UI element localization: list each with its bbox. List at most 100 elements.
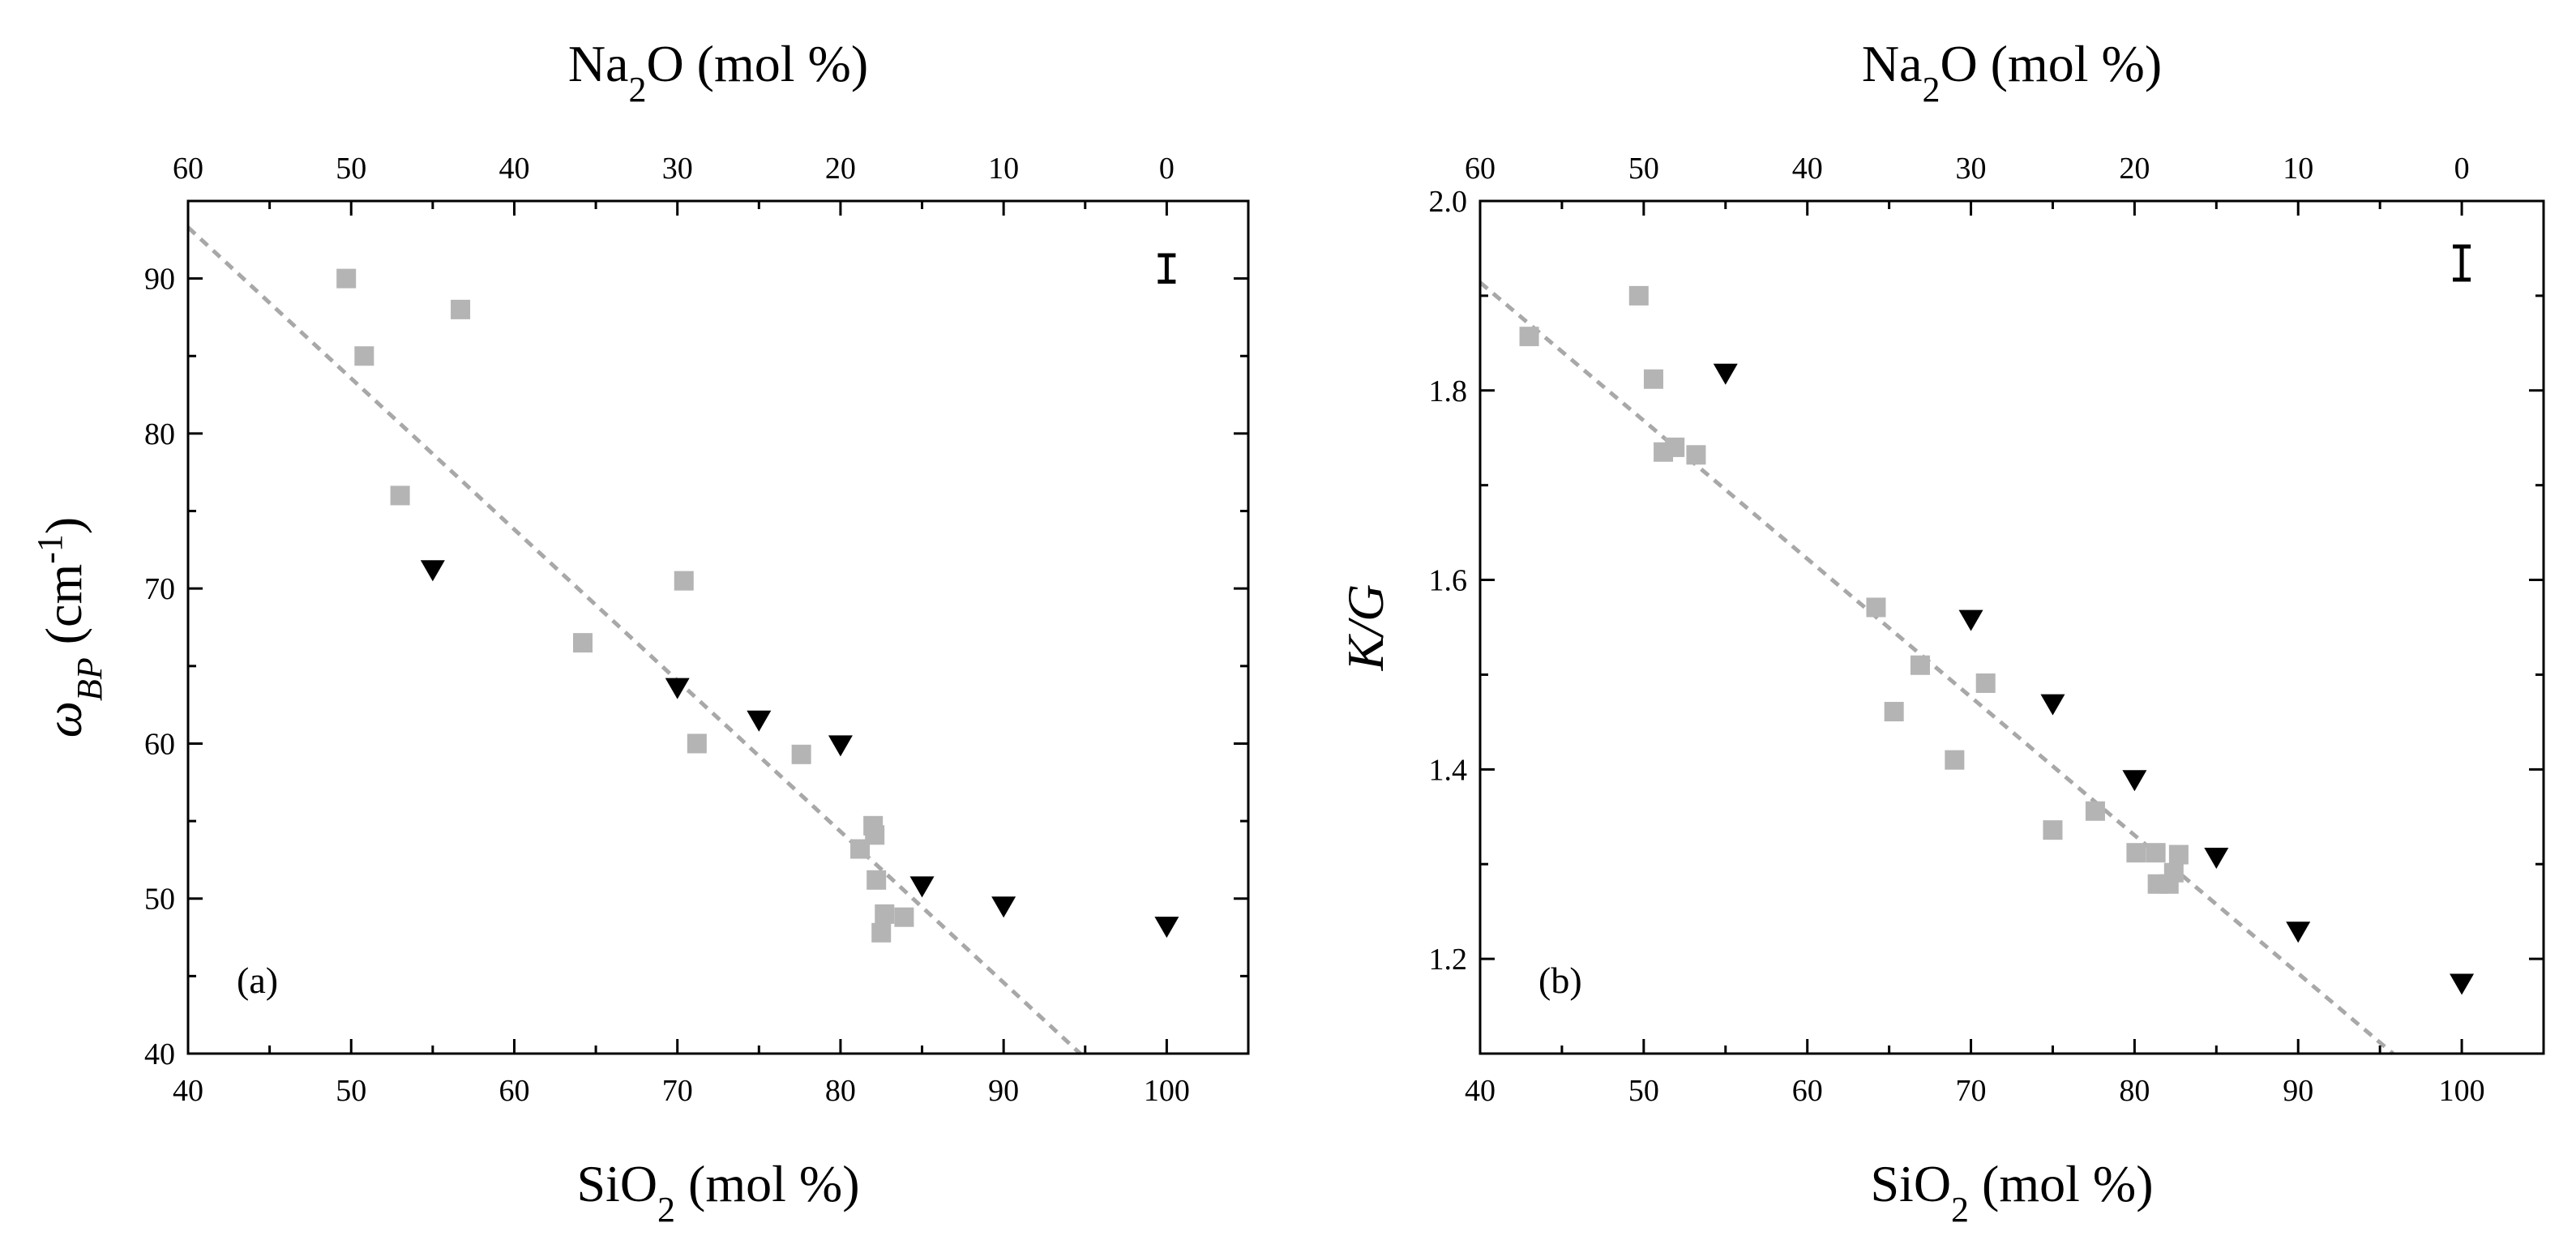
panel-b-x-tick-label: 60 bbox=[1792, 1074, 1823, 1108]
panel-a-top-tick-label: 40 bbox=[499, 152, 529, 186]
panel-a-square-point bbox=[894, 907, 914, 927]
panel-a-y-tick-label: 40 bbox=[144, 1037, 175, 1071]
panel-a-top-tick-label: 0 bbox=[1159, 152, 1175, 186]
panel-b-square-point bbox=[1866, 597, 1886, 618]
panel-a-square-point bbox=[354, 346, 374, 366]
panel-b-triangle-point bbox=[2450, 973, 2475, 995]
panel-b-y-tick-label: 1.4 bbox=[1429, 753, 1468, 787]
panel-b-top-tick-label: 10 bbox=[2283, 152, 2313, 186]
panel-b-top-tick-label: 60 bbox=[1465, 152, 1496, 186]
panel-a-top-tick-label: 60 bbox=[173, 152, 203, 186]
panel-a-x-tick-label: 100 bbox=[1144, 1074, 1190, 1108]
panel-b-x-tick-label: 50 bbox=[1628, 1074, 1659, 1108]
panel-b-square-point bbox=[1975, 673, 1996, 693]
panel-b-y-tick-label: 1.8 bbox=[1429, 374, 1468, 408]
panel-b-x-tick-label: 70 bbox=[1956, 1074, 1987, 1108]
panel-a-y-tick-label: 70 bbox=[144, 572, 175, 606]
panel-a-plot-frame bbox=[186, 199, 1250, 1055]
panel-b-square-point bbox=[2146, 843, 2166, 863]
panel-b-x-tick-label: 80 bbox=[2119, 1074, 2150, 1108]
panel-a-x-tick-label: 50 bbox=[336, 1074, 366, 1108]
panel-b-square-point bbox=[1910, 655, 1930, 675]
panel-b-square-point bbox=[1643, 369, 1663, 389]
panel-b-square-point bbox=[2043, 820, 2063, 840]
panel-a-top-tick-label: 10 bbox=[988, 152, 1019, 186]
panel-a-top-tick-label: 50 bbox=[336, 152, 366, 186]
panel-a-square-point bbox=[451, 299, 471, 319]
panel-a-label: (a) bbox=[237, 960, 278, 1001]
panel-a-grid-layer bbox=[186, 225, 1082, 1055]
panel-a-square-point bbox=[336, 268, 357, 289]
panel-a-top-axis-title: Na2O (mol %) bbox=[568, 35, 868, 109]
panel-b-triangle-point bbox=[1713, 363, 1738, 385]
panel-a-x-axis-title: SiO2 (mol %) bbox=[576, 1155, 859, 1229]
panel-a-triangle-point bbox=[665, 678, 690, 699]
panel-b-triangle-point bbox=[2204, 848, 2229, 870]
panel-b-square-point bbox=[1945, 750, 1965, 770]
panel-b-square-point bbox=[1519, 327, 1539, 347]
panel-b-fit-line bbox=[1478, 280, 2394, 1055]
panel-b-y-axis-title: K/G bbox=[1337, 584, 1394, 672]
panel-a-y-tick-label: 90 bbox=[144, 263, 175, 297]
panel-b-grid-layer bbox=[1478, 280, 2394, 1055]
panel-a-triangle-point bbox=[991, 896, 1016, 918]
panel-b-top-tick-label: 30 bbox=[1956, 152, 1987, 186]
panel-a-y-tick-label: 60 bbox=[144, 727, 175, 761]
panel-b-plot-frame bbox=[1478, 199, 2545, 1055]
panel-b-square-point bbox=[2085, 801, 2105, 821]
panel-b-triangle-point bbox=[2122, 770, 2147, 792]
panel-b-square-point bbox=[2168, 844, 2189, 865]
panel-a-triangle-point bbox=[909, 876, 935, 898]
panel-b-top-tick-label: 20 bbox=[2119, 152, 2150, 186]
panel-b-square-point bbox=[1686, 445, 1706, 465]
panel-b-label: (b) bbox=[1538, 960, 1582, 1001]
panel-a-x-tick-label: 40 bbox=[173, 1074, 203, 1108]
panel-a-top-tick-label: 30 bbox=[662, 152, 693, 186]
panel-a-y-tick-label: 80 bbox=[144, 417, 175, 451]
panel-b-square-point bbox=[2163, 862, 2184, 883]
panel-a-triangle-point bbox=[828, 735, 853, 757]
panel-b-y-tick-label: 2.0 bbox=[1429, 185, 1468, 219]
panel-a-square-point bbox=[687, 733, 707, 754]
panel-a-square-point bbox=[390, 485, 410, 506]
panel-b-x-tick-label: 90 bbox=[2283, 1074, 2313, 1108]
panel-b-triangle-point bbox=[1958, 609, 1983, 631]
panel-a-square-point bbox=[572, 633, 593, 653]
panel-b-top-tick-label: 40 bbox=[1792, 152, 1823, 186]
panel-a-y-tick-label: 50 bbox=[144, 883, 175, 917]
panel-a-fit-line bbox=[186, 225, 1082, 1055]
panel-a-x-tick-label: 90 bbox=[988, 1074, 1019, 1108]
panel-a-triangle-point bbox=[420, 560, 445, 582]
panel-b-y-tick-label: 1.6 bbox=[1429, 564, 1468, 598]
panel-b-marks bbox=[1519, 244, 2475, 995]
panel-a-y-axis-title: ωBP (cm-1) bbox=[30, 517, 109, 738]
panel-b-x-tick-label: 40 bbox=[1465, 1074, 1496, 1108]
panel-b-triangle-point bbox=[2286, 921, 2311, 943]
panel-a-x-tick-label: 70 bbox=[662, 1074, 693, 1108]
panel-b-square-point bbox=[2126, 843, 2146, 863]
panel-b-x-tick-label: 100 bbox=[2439, 1074, 2485, 1108]
panel-a-square-point bbox=[865, 825, 885, 845]
panel-a-marks bbox=[336, 253, 1179, 943]
panel-a-error-bar bbox=[1157, 253, 1176, 284]
panel-a-square-point bbox=[871, 922, 892, 943]
panel-a-x-tick-label: 80 bbox=[825, 1074, 856, 1108]
panel-b-top-tick-label: 0 bbox=[2454, 152, 2470, 186]
panel-a-square-point bbox=[791, 744, 811, 764]
panel-a-triangle-point bbox=[747, 710, 772, 732]
panel-b-square-point bbox=[1665, 437, 1685, 457]
panel-a-square-point bbox=[875, 904, 895, 924]
panel-b-y-tick-label: 1.2 bbox=[1429, 943, 1468, 977]
panel-b-top-tick-label: 50 bbox=[1628, 152, 1659, 186]
panel-b-triangle-point bbox=[2040, 694, 2065, 716]
panel-a-top-tick-label: 20 bbox=[825, 152, 856, 186]
panel-b-error-bar bbox=[2453, 244, 2471, 282]
panel-a-x-tick-label: 60 bbox=[499, 1074, 529, 1108]
panel-a-square-point bbox=[867, 870, 887, 890]
panel-b-square-point bbox=[1884, 702, 1904, 722]
